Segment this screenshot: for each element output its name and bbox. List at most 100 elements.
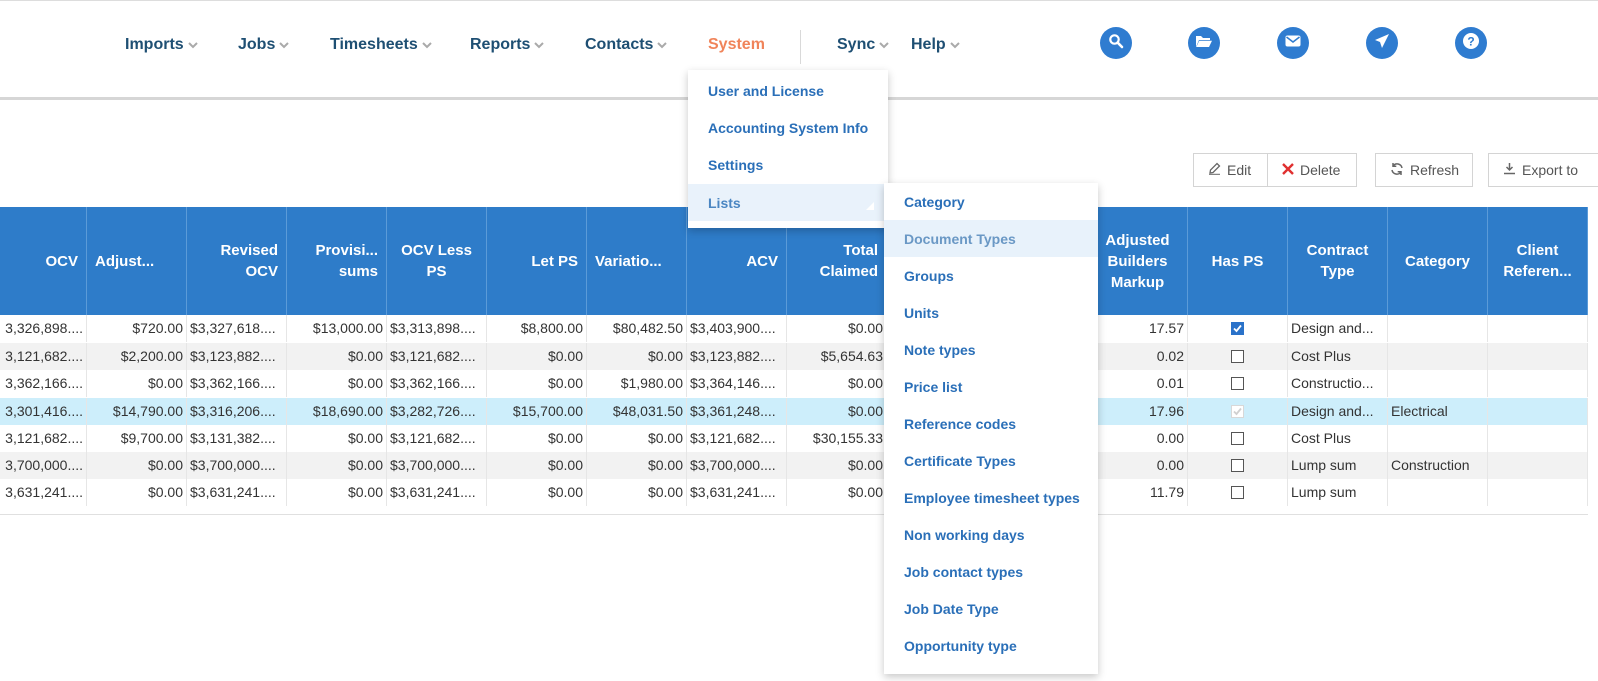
table-row[interactable]: 3,631,241.... $0.00 $3,631,241.... $0.00 $3,… — [0, 479, 1588, 506]
table-row[interactable]: 3,121,682.... $2,200.00 $3,123,882.... $0.0… — [0, 343, 1588, 370]
has-ps-checkbox[interactable] — [1188, 425, 1288, 452]
menu-item-employee-timesheet-types[interactable]: Employee timesheet types — [884, 479, 1098, 516]
cell-provisional: $18,690.00 — [287, 398, 387, 425]
cell-revised-ocv: $3,327,618.... — [187, 315, 287, 342]
cell-let-ps: $8,800.00 — [487, 315, 587, 342]
cell-acv: $3,631,241.... — [687, 479, 787, 506]
col-header-variations[interactable]: Variatio... — [587, 207, 687, 315]
cell-category: Construction — [1388, 452, 1488, 479]
nav-jobs[interactable]: Jobs — [238, 34, 290, 56]
menu-item-settings-label: Settings — [708, 156, 764, 173]
menu-item-category[interactable]: Category — [884, 183, 1098, 220]
delete-button[interactable]: Delete — [1267, 153, 1357, 187]
col-header-acv[interactable]: ACV — [687, 207, 787, 315]
table-row[interactable]: 3,121,682.... $9,700.00 $3,131,382.... $0.0… — [0, 425, 1588, 452]
mail-button[interactable] — [1277, 27, 1309, 59]
cell-markup: 17.57 — [1088, 315, 1188, 342]
col-header-ocv-less-ps-label: OCV Less PS — [401, 242, 472, 280]
menu-item-reference-codes[interactable]: Reference codes — [884, 405, 1098, 442]
delete-label: Delete — [1300, 162, 1341, 178]
menu-item-opportunity-type[interactable]: Opportunity type — [884, 627, 1098, 664]
menu-item-job-date-type[interactable]: Job Date Type — [884, 590, 1098, 627]
cell-client-ref — [1488, 315, 1588, 342]
cell-provisional: $0.00 — [287, 452, 387, 479]
col-header-has-ps[interactable]: Has PS — [1188, 207, 1288, 315]
menu-item-groups[interactable]: Groups — [884, 257, 1098, 294]
nav-help[interactable]: Help — [911, 34, 960, 56]
cell-markup: 0.00 — [1088, 452, 1188, 479]
cell-adjust: $0.00 — [87, 479, 187, 506]
col-header-client-reference[interactable]: Client Referen... — [1488, 207, 1588, 315]
nav-timesheets[interactable]: Timesheets — [330, 34, 432, 56]
cell-contract-type: Cost Plus — [1288, 425, 1388, 452]
caret-right-icon — [866, 197, 874, 213]
has-ps-checkbox[interactable] — [1188, 315, 1288, 342]
close-icon — [1282, 162, 1294, 178]
cell-variations: $48,031.50 — [587, 398, 687, 425]
menu-item-user-license[interactable]: User and License — [688, 72, 888, 109]
col-header-ocv-less-ps[interactable]: OCV Less PS — [387, 207, 487, 315]
menu-item-document-types[interactable]: Document Types — [884, 220, 1098, 257]
col-header-adjusted-markup[interactable]: Adjusted Builders Markup — [1088, 207, 1188, 315]
col-header-provisional[interactable]: Provisi... sums — [287, 207, 387, 315]
cell-client-ref — [1488, 479, 1588, 506]
nav-sync[interactable]: Sync — [837, 34, 889, 56]
cell-client-ref — [1488, 398, 1588, 425]
send-button[interactable] — [1366, 27, 1398, 59]
table-row[interactable]: 3,700,000.... $0.00 $3,700,000.... $0.00 $3,… — [0, 452, 1588, 479]
menu-item-price-list-label: Price list — [904, 378, 963, 395]
has-ps-checkbox[interactable] — [1188, 452, 1288, 479]
search-button[interactable] — [1100, 27, 1132, 59]
menu-item-accounting-info[interactable]: Accounting System Info — [688, 109, 888, 146]
col-header-contract-type[interactable]: Contract Type — [1288, 207, 1388, 315]
refresh-button[interactable]: Refresh — [1375, 153, 1473, 187]
help-button[interactable]: ? — [1455, 27, 1487, 59]
cell-total-claimed: $0.00 — [787, 315, 887, 342]
menu-item-note-types[interactable]: Note types — [884, 331, 1098, 368]
folder-open-icon — [1195, 34, 1213, 53]
search-icon — [1108, 33, 1124, 54]
export-button[interactable]: Export to — [1488, 153, 1598, 187]
table-row[interactable]: 3,326,898.... $720.00 $3,327,618.... $13,00… — [0, 315, 1588, 342]
nav-contacts-label: Contacts — [585, 36, 654, 53]
col-header-adjust[interactable]: Adjust... — [87, 207, 187, 315]
col-header-let-ps[interactable]: Let PS — [487, 207, 587, 315]
edit-button[interactable]: Edit — [1193, 153, 1268, 187]
refresh-icon — [1390, 162, 1404, 179]
menu-item-settings[interactable]: Settings — [688, 146, 888, 183]
mail-icon — [1285, 34, 1301, 52]
cell-category: Electrical — [1388, 398, 1488, 425]
menu-item-job-date-type-label: Job Date Type — [904, 600, 999, 617]
cell-total-claimed: $0.00 — [787, 370, 887, 397]
menu-item-certificate-types[interactable]: Certificate Types — [884, 442, 1098, 479]
menu-item-non-working-days[interactable]: Non working days — [884, 516, 1098, 553]
menu-item-price-list[interactable]: Price list — [884, 368, 1098, 405]
nav-help-label: Help — [911, 36, 946, 53]
col-header-revised-ocv[interactable]: Revised OCV — [187, 207, 287, 315]
table-row[interactable]: 3,362,166.... $0.00 $3,362,166.... $0.00 $3,… — [0, 370, 1588, 397]
cell-contract-type: Constructio... — [1288, 370, 1388, 397]
cell-markup: 0.02 — [1088, 343, 1188, 370]
cell-ocv: 3,121,682.... — [0, 343, 87, 370]
cell-let-ps: $0.00 — [487, 370, 587, 397]
col-header-category[interactable]: Category — [1388, 207, 1488, 315]
menu-item-job-contact-types[interactable]: Job contact types — [884, 553, 1098, 590]
has-ps-checkbox[interactable] — [1188, 370, 1288, 397]
cell-markup: 0.01 — [1088, 370, 1188, 397]
table-row[interactable]: 3,301,416.... $14,790.00 $3,316,206.... $18… — [0, 398, 1588, 425]
nav-system[interactable]: System — [708, 34, 765, 56]
cell-variations: $1,980.00 — [587, 370, 687, 397]
cell-client-ref — [1488, 425, 1588, 452]
col-header-total-claimed[interactable]: Total Claimed — [787, 207, 887, 315]
menu-item-lists[interactable]: Lists — [688, 184, 888, 221]
cell-provisional: $13,000.00 — [287, 315, 387, 342]
nav-reports[interactable]: Reports — [470, 34, 545, 56]
has-ps-checkbox[interactable] — [1188, 398, 1288, 425]
col-header-ocv[interactable]: OCV — [0, 207, 87, 315]
nav-imports[interactable]: Imports — [125, 34, 198, 56]
nav-contacts[interactable]: Contacts — [585, 34, 668, 56]
folder-button[interactable] — [1188, 27, 1220, 59]
has-ps-checkbox[interactable] — [1188, 343, 1288, 370]
menu-item-units[interactable]: Units — [884, 294, 1098, 331]
has-ps-checkbox[interactable] — [1188, 479, 1288, 506]
